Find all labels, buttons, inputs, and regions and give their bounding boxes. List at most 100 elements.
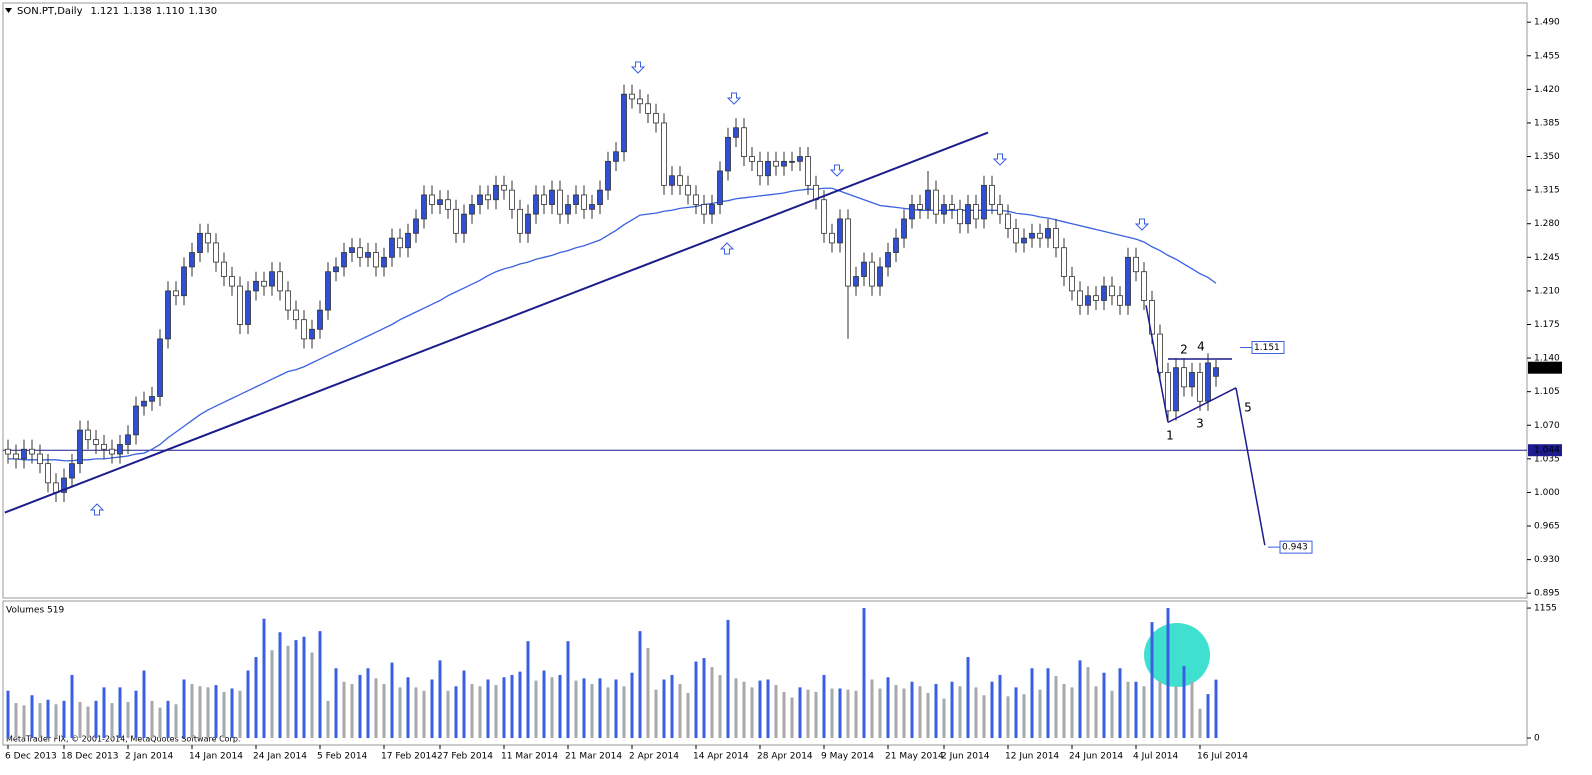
- candle-body: [741, 127, 747, 157]
- candle-body: [29, 448, 35, 455]
- candle-body: [901, 218, 907, 239]
- candle-body: [37, 453, 43, 465]
- y-tick-label: 0.965: [1534, 522, 1560, 532]
- x-tick-label: 21 May 2014: [885, 752, 944, 762]
- volume-bar: [1086, 667, 1090, 738]
- y-tick-label: 1.280: [1534, 219, 1560, 229]
- y-tick-label: 1.070: [1534, 421, 1560, 431]
- volume-bar: [302, 636, 306, 738]
- volume-bar: [550, 677, 554, 738]
- volume-bar: [390, 662, 394, 738]
- candle-body: [261, 280, 267, 287]
- candle-body: [1037, 232, 1043, 239]
- volume-bar: [206, 687, 210, 738]
- volume-bar: [86, 706, 90, 738]
- volume-bar: [1110, 690, 1114, 738]
- volume-bar: [174, 704, 178, 738]
- symbol-menu-icon[interactable]: [5, 8, 12, 13]
- x-tick-label: 17 Feb 2014: [381, 752, 437, 762]
- candle-body: [549, 189, 555, 205]
- trendline: [4, 131, 989, 514]
- volume-bar: [110, 703, 114, 738]
- chart-title: SON.PT,Daily 1.121 1.138 1.110 1.130: [17, 6, 217, 17]
- candle-body: [301, 319, 307, 340]
- volume-bar: [1190, 681, 1194, 738]
- candle-body: [613, 151, 619, 162]
- symbol: SON.PT,Daily: [17, 6, 83, 17]
- volume-bar: [942, 698, 946, 738]
- volume-bar: [1070, 687, 1074, 738]
- candle-body: [469, 204, 475, 215]
- candle-body: [573, 194, 579, 205]
- volume-bar: [518, 671, 522, 738]
- volume-bar: [1046, 668, 1050, 738]
- volume-bar: [510, 675, 514, 738]
- volume-bar: [670, 675, 674, 738]
- volume-bar: [1022, 694, 1026, 738]
- candle-body: [701, 204, 707, 215]
- volume-bar: [718, 675, 722, 738]
- candle-body: [1029, 232, 1035, 239]
- candle-body: [1125, 256, 1131, 306]
- volume-bar: [1014, 687, 1018, 738]
- candle-body: [1181, 367, 1187, 388]
- candle-body: [397, 237, 403, 249]
- candle-body: [805, 156, 811, 186]
- volume-bar: [534, 680, 538, 738]
- volume-bar: [430, 679, 434, 738]
- volume-bar: [286, 645, 290, 738]
- volume-bar: [470, 684, 474, 738]
- volume-bar: [182, 679, 186, 738]
- wave-label: 2: [1180, 343, 1188, 357]
- wave-label: 4: [1197, 340, 1205, 354]
- volume-bar: [814, 691, 818, 738]
- volume-bar: [126, 702, 130, 738]
- candle-body: [221, 261, 227, 277]
- volume-bar: [726, 619, 730, 738]
- ohlc-open: 1.121: [91, 6, 120, 17]
- candle-body: [765, 160, 771, 177]
- candle-body: [797, 156, 803, 162]
- volume-bar: [758, 680, 762, 738]
- candle-body: [949, 204, 955, 210]
- candle-body: [5, 448, 11, 455]
- volume-bar: [222, 691, 226, 738]
- highlight-circle: [1144, 623, 1210, 687]
- candle-body: [373, 252, 379, 268]
- volume-bar: [1206, 694, 1210, 738]
- x-tick-label: 2 Apr 2014: [629, 752, 679, 762]
- candle-body: [733, 127, 739, 138]
- candle-body: [405, 232, 411, 249]
- volume-bar: [622, 686, 626, 738]
- target-label: 1.151: [1254, 343, 1280, 353]
- volume-bar: [382, 684, 386, 738]
- volume-bar: [374, 678, 378, 738]
- volume-bar: [478, 686, 482, 738]
- volume-bar: [630, 672, 634, 738]
- y-tick-label: 0.895: [1534, 589, 1560, 599]
- volume-bar: [142, 670, 146, 738]
- volume-bar: [494, 685, 498, 738]
- candle-body: [517, 208, 523, 234]
- candle-body: [1101, 285, 1107, 301]
- candle-body: [117, 444, 123, 455]
- volume-bar: [70, 675, 74, 738]
- candle-body: [1205, 362, 1211, 402]
- fractal-arrow: [992, 153, 1008, 166]
- candle-body: [1213, 367, 1219, 377]
- candle-body: [621, 93, 627, 153]
- candle-body: [437, 199, 443, 205]
- volume-bar: [798, 687, 802, 738]
- x-tick-label: 2 Jun 2014: [941, 752, 990, 762]
- volume-tick-label: 0: [1534, 734, 1540, 744]
- volume-bar: [1174, 686, 1178, 738]
- volume-bar: [1134, 681, 1138, 738]
- volume-bar: [742, 681, 746, 738]
- volume-bar: [294, 640, 298, 738]
- fractal-arrow: [1134, 218, 1150, 231]
- candle-body: [461, 213, 467, 234]
- x-tick-label: 12 Jun 2014: [1005, 752, 1059, 762]
- volume-bar: [398, 687, 402, 738]
- volume-bar: [606, 687, 610, 738]
- volume-bar: [310, 652, 314, 738]
